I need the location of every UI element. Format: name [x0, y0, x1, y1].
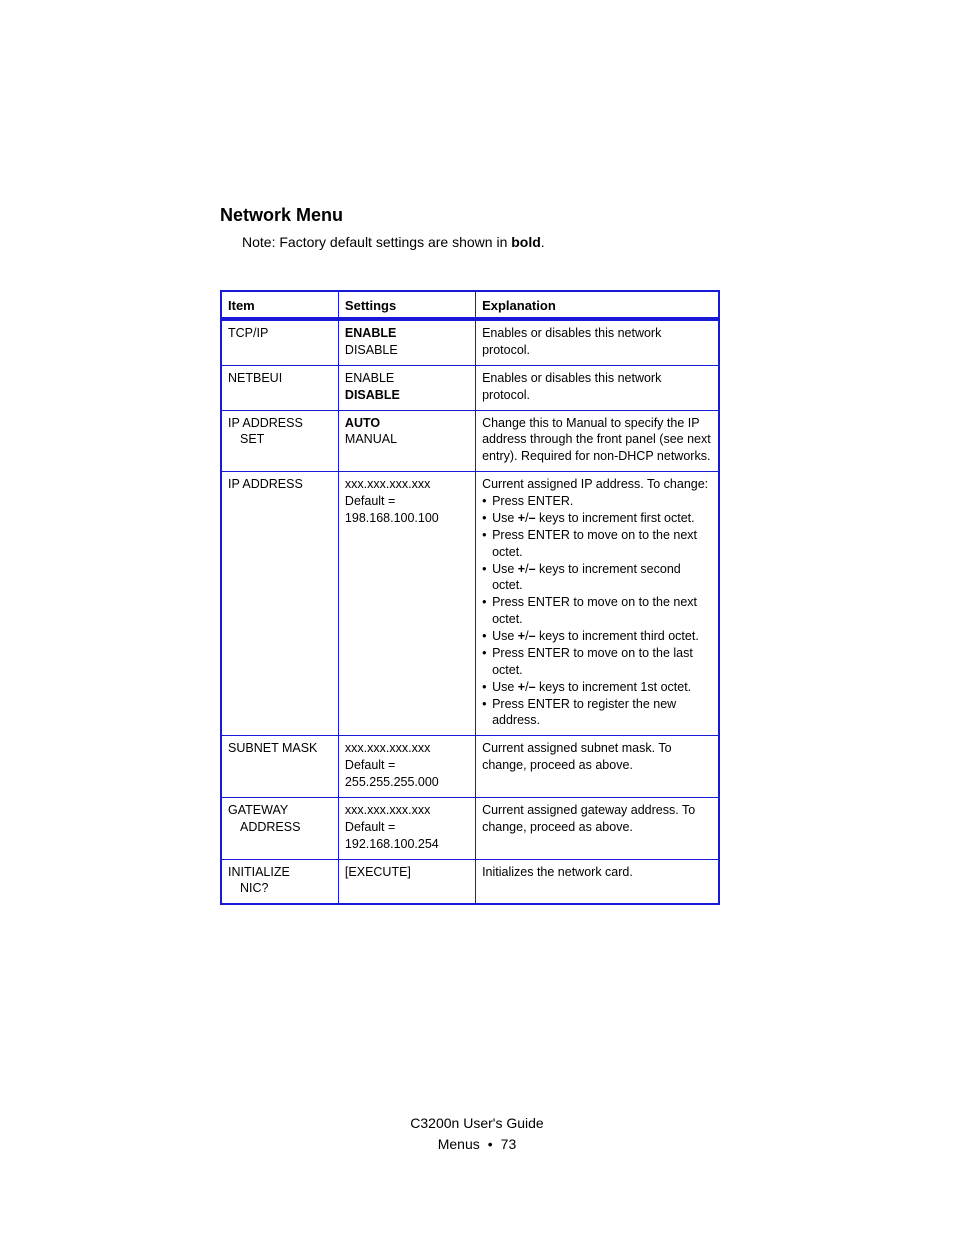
note-suffix: .: [541, 234, 545, 250]
cell-settings: xxx.xxx.xxx.xxxDefault =198.168.100.100: [338, 472, 475, 736]
cell-item: INITIALIZENIC?: [221, 859, 338, 904]
cell-item: NETBEUI: [221, 365, 338, 410]
cell-settings: xxx.xxx.xxx.xxxDefault =192.168.100.254: [338, 797, 475, 859]
page-heading: Network Menu: [220, 205, 734, 226]
cell-settings: ENABLEDISABLE: [338, 365, 475, 410]
cell-settings: ENABLEDISABLE: [338, 319, 475, 365]
cell-explanation: Enables or disables this network protoco…: [476, 319, 719, 365]
cell-settings: AUTOMANUAL: [338, 410, 475, 472]
table-row: GATEWAYADDRESSxxx.xxx.xxx.xxxDefault =19…: [221, 797, 719, 859]
note-prefix: Note: Factory default settings are shown…: [242, 234, 511, 250]
page-footer: C3200n User's Guide Menus • 73: [0, 1113, 954, 1155]
header-explanation: Explanation: [476, 291, 719, 319]
cell-item: GATEWAYADDRESS: [221, 797, 338, 859]
footer-section: Menus: [438, 1136, 480, 1152]
table-row: INITIALIZENIC?[EXECUTE]Initializes the n…: [221, 859, 719, 904]
footer-dot: •: [488, 1136, 493, 1152]
footer-page-number: 73: [501, 1136, 517, 1152]
note-text: Note: Factory default settings are shown…: [242, 234, 734, 250]
table-header-row: Item Settings Explanation: [221, 291, 719, 319]
footer-guide-title: C3200n User's Guide: [0, 1113, 954, 1134]
cell-explanation: Current assigned subnet mask. To change,…: [476, 736, 719, 798]
table-row: IP ADDRESSSETAUTOMANUALChange this to Ma…: [221, 410, 719, 472]
table-row: IP ADDRESSxxx.xxx.xxx.xxxDefault =198.16…: [221, 472, 719, 736]
table-row: NETBEUIENABLEDISABLEEnables or disables …: [221, 365, 719, 410]
cell-item: IP ADDRESS: [221, 472, 338, 736]
cell-explanation: Current assigned gateway address. To cha…: [476, 797, 719, 859]
cell-explanation: Change this to Manual to specify the IP …: [476, 410, 719, 472]
cell-explanation: Initializes the network card.: [476, 859, 719, 904]
cell-explanation: Current assigned IP address. To change:P…: [476, 472, 719, 736]
table-row: TCP/IPENABLEDISABLEEnables or disables t…: [221, 319, 719, 365]
cell-settings: [EXECUTE]: [338, 859, 475, 904]
footer-page-info: Menus • 73: [0, 1134, 954, 1155]
header-item: Item: [221, 291, 338, 319]
header-settings: Settings: [338, 291, 475, 319]
cell-settings: xxx.xxx.xxx.xxxDefault =255.255.255.000: [338, 736, 475, 798]
cell-item: TCP/IP: [221, 319, 338, 365]
cell-item: IP ADDRESSSET: [221, 410, 338, 472]
document-page: Network Menu Note: Factory default setti…: [0, 0, 954, 905]
note-bold: bold: [511, 234, 541, 250]
cell-explanation: Enables or disables this network protoco…: [476, 365, 719, 410]
table-row: SUBNET MASKxxx.xxx.xxx.xxxDefault =255.2…: [221, 736, 719, 798]
network-menu-table: Item Settings Explanation TCP/IPENABLEDI…: [220, 290, 720, 905]
cell-item: SUBNET MASK: [221, 736, 338, 798]
table-body: TCP/IPENABLEDISABLEEnables or disables t…: [221, 319, 719, 904]
